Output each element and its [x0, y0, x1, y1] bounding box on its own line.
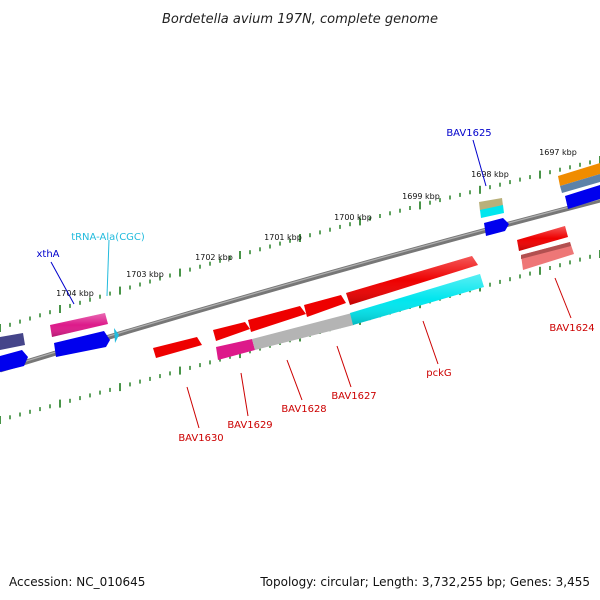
gene-red-right-shade — [517, 226, 568, 251]
gene-xtha-magenta-shade — [50, 313, 108, 337]
outer-tick-track — [0, 156, 600, 332]
kbp-label-1700: 1700 kbp — [334, 213, 372, 222]
label-bav1629: BAV1629 — [227, 420, 272, 431]
top-strand-genes — [0, 163, 600, 350]
leader-bav1629 — [240, 372, 249, 417]
accession-text: Accession: NC_010645 — [9, 575, 145, 589]
gene-bav1625-cyan — [480, 205, 504, 218]
label-xtha: xthA — [36, 249, 59, 260]
topology-text: Topology: circular; Length: 3,732,255 bp… — [259, 575, 590, 589]
label-trna-ala: tRNA-Ala(CGC) — [71, 232, 145, 243]
leader-bav1625 — [472, 139, 487, 187]
leader-pckg — [422, 320, 439, 365]
gene-pckg-cyan-shade — [350, 274, 484, 325]
leader-bav1624 — [554, 277, 572, 319]
gene-bav1630-red — [153, 337, 202, 358]
gene-bav1624-rose — [521, 242, 574, 270]
trna-ala-marker — [114, 328, 119, 343]
gene-bav1628-gray — [252, 313, 354, 350]
gene-bav1625-blue — [484, 218, 509, 236]
kbp-label-1701: 1701 kbp — [264, 233, 302, 242]
map-title: Bordetella avium 197N, complete genome — [162, 12, 438, 27]
gene-bav1629-red — [213, 322, 250, 341]
gene-navy-top-left — [0, 333, 25, 350]
gene-blue-left-inner — [0, 350, 28, 372]
label-bav1625: BAV1625 — [446, 128, 491, 139]
gene-labels: BAV1625 xthA tRNA-Ala(CGC) BAV1624 pckG … — [36, 128, 594, 444]
kbp-label-1697: 1697 kbp — [539, 148, 577, 157]
gene-steel-right — [560, 174, 600, 193]
kbp-label-1702: 1702 kbp — [195, 253, 233, 262]
bottom-strand-genes — [0, 185, 600, 372]
leader-lines — [50, 139, 572, 429]
label-bav1627: BAV1627 — [331, 391, 376, 402]
gene-pckg-red-shade — [346, 256, 478, 305]
kbp-labels: 1697 kbp 1698 kbp 1699 kbp 1700 kbp 1701… — [56, 148, 577, 298]
leader-trna-ala — [106, 239, 110, 297]
leader-bav1628 — [286, 359, 303, 401]
gene-bav1627-red — [304, 295, 346, 317]
gene-bav1628-red — [248, 306, 306, 332]
label-bav1628: BAV1628 — [281, 404, 326, 415]
gene-orange-right — [558, 163, 600, 186]
leader-bav1627 — [336, 345, 352, 388]
kbp-label-1698: 1698 kbp — [471, 170, 509, 179]
gene-xtha-blue — [54, 331, 110, 357]
gene-bav1629-magenta — [216, 339, 255, 360]
label-bav1630: BAV1630 — [178, 433, 223, 444]
gene-blue-right-inner — [565, 185, 600, 209]
label-pckg: pckG — [426, 368, 451, 379]
kbp-label-1704: 1704 kbp — [56, 289, 94, 298]
kbp-label-1703: 1703 kbp — [126, 270, 164, 279]
gene-bav1624-rose-top — [521, 242, 571, 259]
label-bav1624: BAV1624 — [549, 323, 594, 334]
leader-xtha — [50, 261, 75, 305]
kbp-label-1699: 1699 kbp — [402, 192, 440, 201]
gene-bav1625-tan — [479, 198, 503, 211]
leader-bav1630 — [186, 386, 200, 429]
